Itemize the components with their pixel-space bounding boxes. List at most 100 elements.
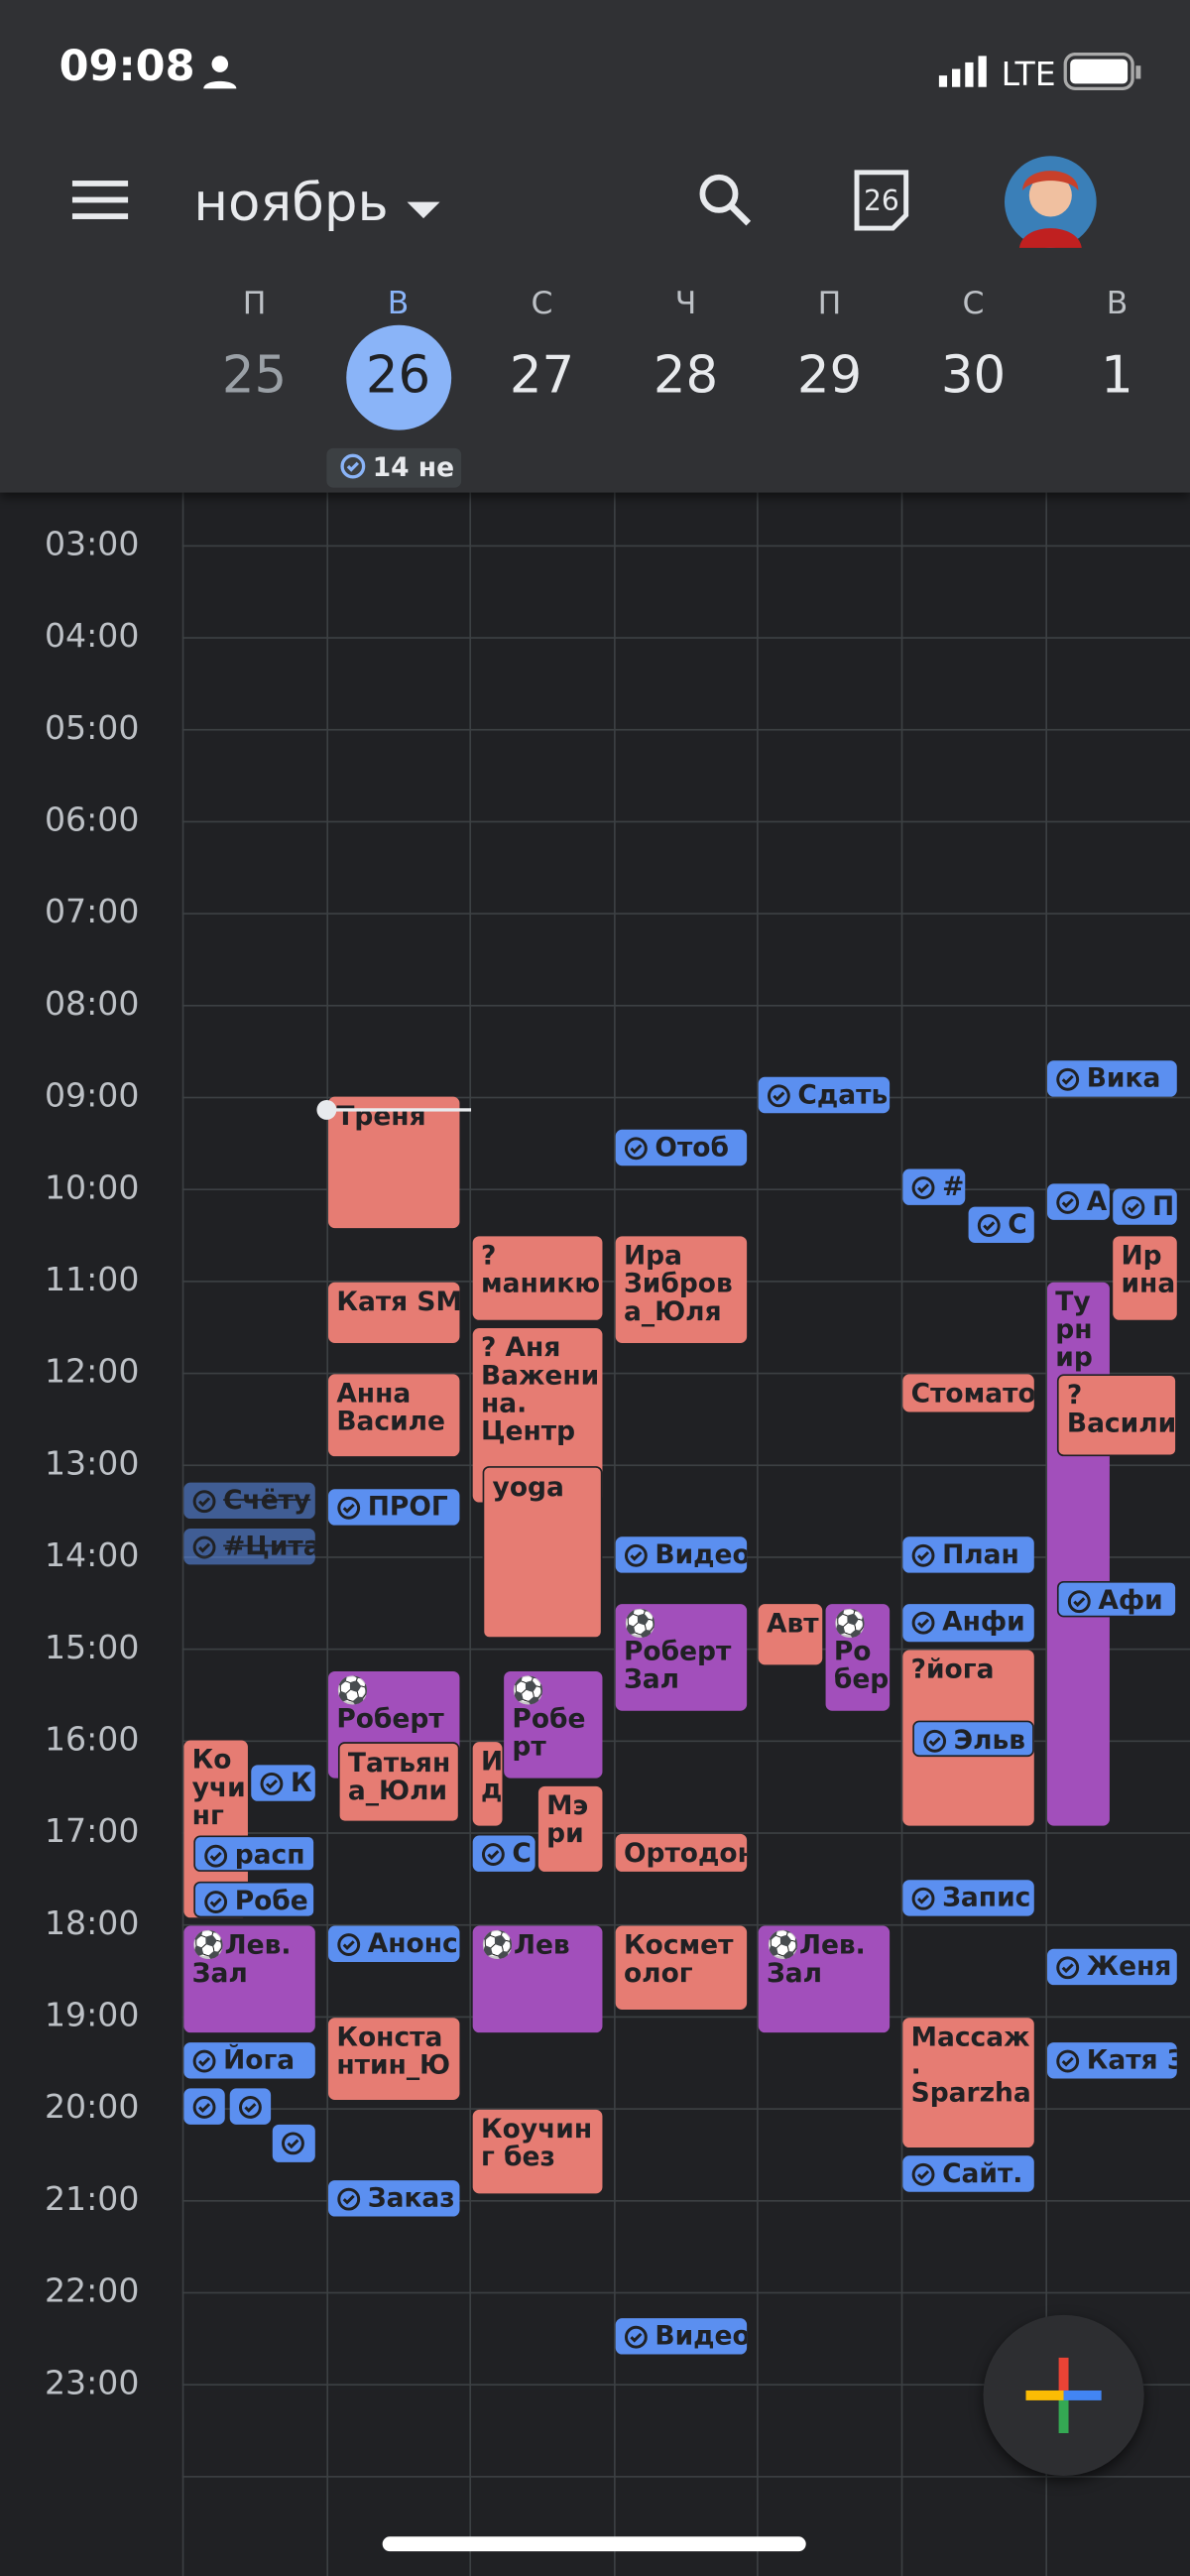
event-title: yoga — [492, 1471, 564, 1503]
hour-label: 20:00 — [44, 2086, 140, 2127]
event[interactable]: Мэ ри — [537, 1785, 603, 1872]
event[interactable]: Катя SM — [328, 1282, 460, 1343]
event[interactable]: Йога — [183, 2042, 315, 2079]
hour-line — [181, 1372, 1190, 1375]
event[interactable]: Робе — [193, 1881, 315, 1918]
event[interactable]: ? Васили — [1056, 1374, 1177, 1457]
event[interactable]: Ира Зибров а_Юля — [615, 1236, 748, 1343]
event[interactable]: Анна Василе — [328, 1374, 460, 1457]
day-letter: В — [1106, 286, 1129, 322]
day-number[interactable]: 1 — [1101, 346, 1133, 406]
event[interactable]: Катя З — [1047, 2042, 1177, 2079]
avatar[interactable] — [1003, 155, 1098, 250]
event[interactable]: #Цита — [183, 1528, 315, 1565]
event[interactable]: Видео — [615, 1536, 748, 1573]
event[interactable]: Заказ — [328, 2180, 460, 2217]
task-icon — [911, 1176, 935, 1199]
day-number[interactable]: 25 — [221, 346, 288, 406]
event[interactable]: Татьян а_Юли — [337, 1742, 460, 1823]
event-title: С — [1008, 1208, 1027, 1240]
task-icon — [340, 453, 366, 479]
today-button[interactable]: 26 — [850, 168, 915, 233]
menu-button[interactable] — [71, 178, 132, 223]
signal-icon — [938, 56, 987, 87]
event[interactable]: Космет олог — [615, 1925, 748, 2010]
event[interactable]: Стомато — [902, 1374, 1034, 1412]
event[interactable]: Афи — [1056, 1580, 1177, 1618]
event[interactable] — [229, 2088, 272, 2125]
event[interactable]: Конста нтин_Ю — [328, 2018, 460, 2101]
create-button[interactable] — [983, 2314, 1144, 2477]
hour-label: 17:00 — [44, 1810, 140, 1851]
event-title: Центр — [480, 1414, 576, 1447]
event[interactable]: Ту рн ир — [1047, 1282, 1110, 1826]
event-title: А — [1086, 1185, 1108, 1217]
day-number[interactable]: 28 — [653, 346, 719, 406]
event[interactable]: ⚽Лев. Зал — [758, 1925, 891, 2033]
all-day-chip[interactable]: 14 не — [326, 447, 462, 488]
event[interactable]: Авт — [758, 1604, 823, 1665]
event[interactable]: yoga — [482, 1466, 603, 1639]
event-title: И — [480, 1745, 503, 1777]
day-number[interactable]: 29 — [796, 346, 863, 406]
month-selector[interactable]: ноябрь — [193, 171, 441, 233]
day-number[interactable]: 27 — [509, 346, 575, 406]
event-title: ри — [546, 1817, 584, 1849]
event[interactable]: А — [1047, 1183, 1110, 1220]
event[interactable]: П — [1113, 1188, 1177, 1225]
event[interactable]: Массаж. Sparzha — [902, 2018, 1034, 2148]
day-number[interactable]: 26 — [365, 346, 431, 406]
event[interactable]: Ортодон — [615, 1833, 748, 1872]
hour-label: 14:00 — [44, 1534, 140, 1575]
event-title: Сдать — [797, 1078, 889, 1110]
dropdown-arrow — [407, 201, 440, 219]
hour-line — [181, 2108, 1190, 2110]
event-title: Ира — [623, 1239, 682, 1272]
hour-line — [181, 545, 1190, 548]
event[interactable] — [183, 2088, 225, 2125]
event[interactable]: ? маникю — [472, 1236, 603, 1320]
event[interactable]: ⚽ Ро бер — [825, 1604, 891, 1711]
event[interactable]: С — [968, 1206, 1034, 1243]
event-title: Коучин — [480, 2113, 593, 2145]
event[interactable]: Сдать — [758, 1076, 891, 1114]
event[interactable]: ПРОГ — [328, 1489, 460, 1526]
event-title: К — [290, 1766, 312, 1798]
task-icon — [192, 2096, 216, 2119]
event[interactable]: Женя — [1047, 1948, 1177, 1986]
event[interactable]: Анонс — [328, 1925, 460, 1962]
search-button[interactable] — [696, 171, 756, 230]
event[interactable]: Видео — [615, 2318, 748, 2355]
today-circle — [345, 324, 451, 430]
day-letter: С — [962, 286, 985, 322]
event[interactable]: Счёту — [183, 1482, 315, 1520]
event[interactable]: Сайт. — [902, 2155, 1034, 2192]
event[interactable]: С — [472, 1835, 536, 1872]
event[interactable]: План — [902, 1536, 1034, 1573]
event[interactable]: ⚽Лев. Зал — [183, 1925, 315, 2033]
event[interactable]: Отоб — [615, 1129, 748, 1166]
event[interactable]: Вика — [1047, 1060, 1177, 1097]
event[interactable]: ⚽Лев — [472, 1925, 603, 2033]
event[interactable]: Эльв — [912, 1720, 1034, 1758]
task-icon — [911, 1543, 935, 1567]
event[interactable]: # — [902, 1168, 966, 1205]
event[interactable] — [272, 2124, 315, 2162]
event[interactable]: Треня — [328, 1096, 460, 1229]
event[interactable]: Запис — [902, 1880, 1034, 1916]
hour-label: 06:00 — [44, 799, 140, 839]
event[interactable]: Коучин г без — [472, 2109, 603, 2194]
hour-line — [181, 820, 1190, 823]
event[interactable]: Ир ина — [1113, 1236, 1177, 1320]
event[interactable]: ⚽ Роберт Зал — [615, 1604, 748, 1711]
task-icon — [192, 1490, 216, 1514]
day-number[interactable]: 30 — [940, 346, 1007, 406]
hour-label: 04:00 — [44, 615, 140, 656]
event[interactable]: Анфи — [902, 1604, 1034, 1643]
event-title: Анфи — [942, 1605, 1025, 1638]
event[interactable]: расп — [193, 1835, 315, 1872]
event[interactable]: К — [251, 1765, 315, 1801]
event-title: Sparzha — [910, 2076, 1031, 2109]
